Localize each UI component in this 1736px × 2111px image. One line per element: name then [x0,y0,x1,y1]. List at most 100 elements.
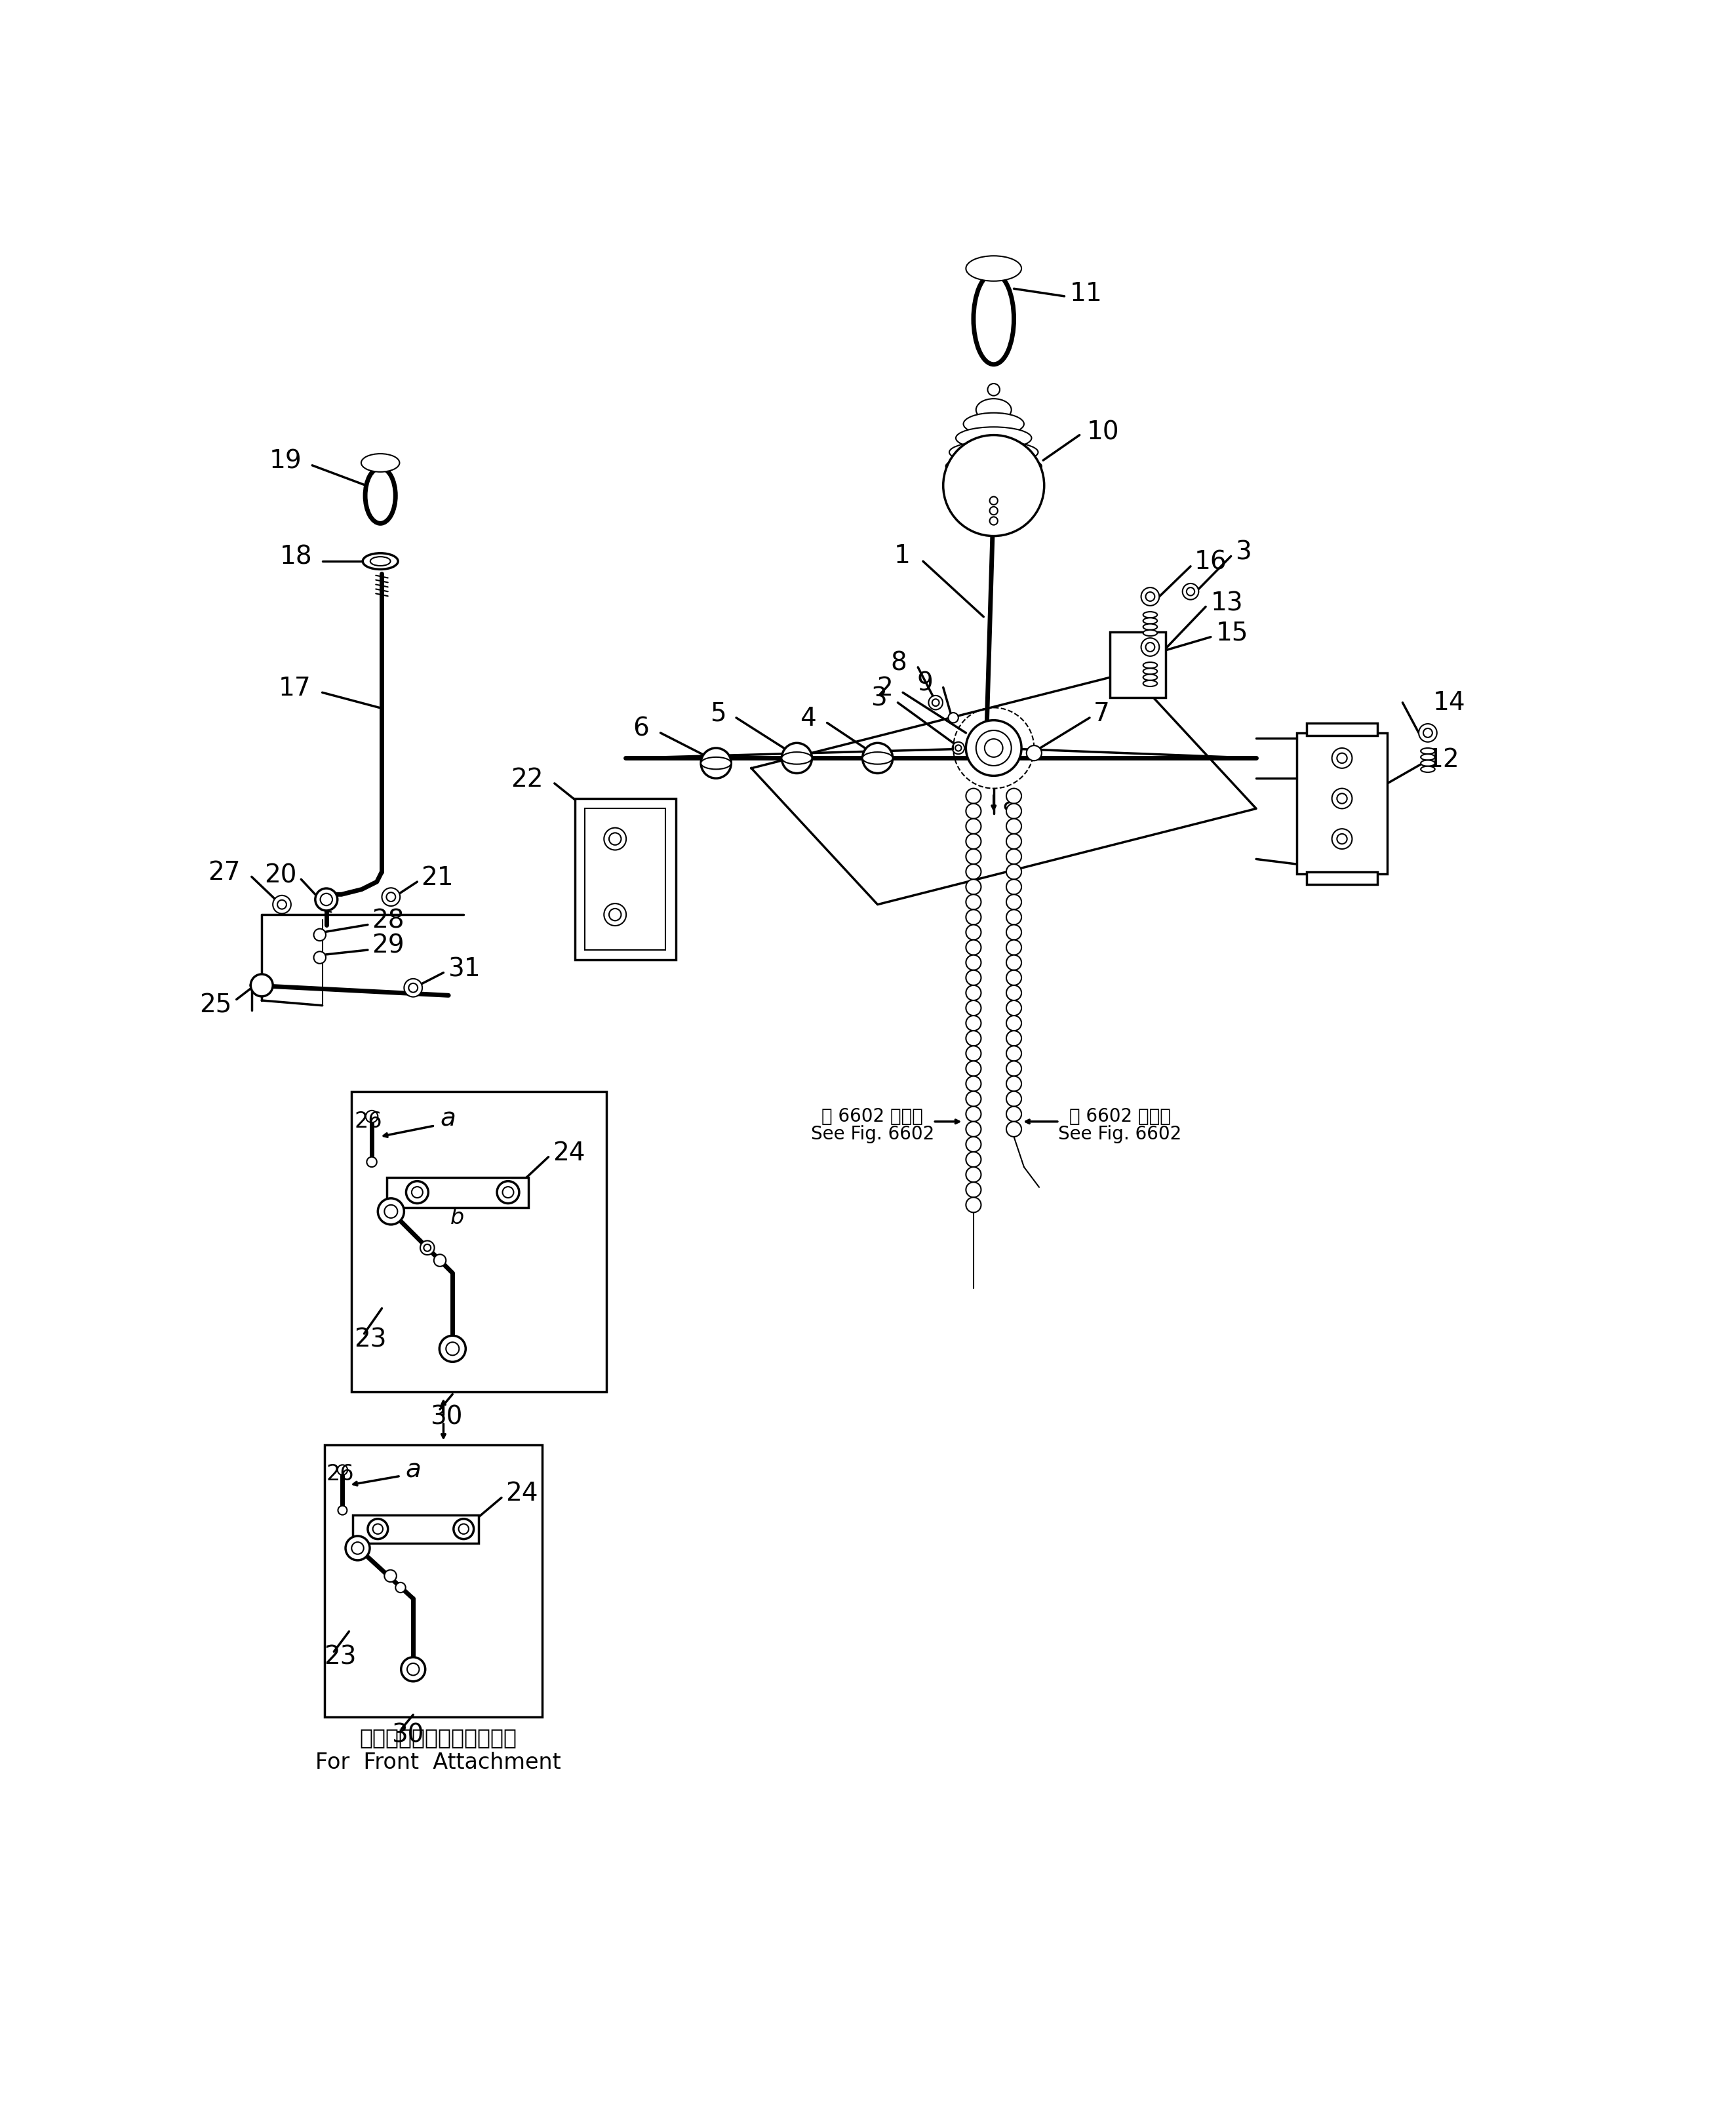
Text: 17: 17 [278,676,311,701]
Text: 10: 10 [1087,420,1120,445]
Circle shape [1007,954,1021,971]
Circle shape [965,910,981,925]
Circle shape [1007,925,1021,939]
Circle shape [965,1001,981,1015]
Ellipse shape [974,274,1014,365]
Circle shape [932,699,939,705]
Circle shape [337,1465,347,1476]
Circle shape [965,1030,981,1045]
Circle shape [1332,747,1352,768]
Circle shape [314,952,326,963]
Circle shape [1332,830,1352,849]
Circle shape [1141,587,1160,606]
Bar [1109,631,1165,697]
Circle shape [965,720,1021,777]
Circle shape [1007,1106,1021,1121]
Circle shape [366,1110,378,1123]
Circle shape [965,834,981,849]
Circle shape [1146,591,1154,602]
Text: 25: 25 [200,992,231,1018]
Circle shape [1007,939,1021,954]
Text: 23: 23 [325,1644,356,1670]
Circle shape [965,1153,981,1167]
Text: a: a [439,1106,455,1131]
Text: 4: 4 [800,707,816,730]
Ellipse shape [701,758,731,768]
Text: 12: 12 [1427,747,1460,773]
Circle shape [382,889,399,906]
Circle shape [401,1657,425,1682]
Circle shape [319,893,332,906]
Circle shape [1182,583,1198,600]
Ellipse shape [944,469,1043,492]
Ellipse shape [1142,669,1158,673]
Circle shape [1337,834,1347,844]
Ellipse shape [361,454,399,473]
Bar [585,809,665,950]
Circle shape [948,714,958,722]
Circle shape [990,496,998,505]
Bar [1307,722,1377,735]
Ellipse shape [965,255,1021,281]
Circle shape [453,1520,474,1539]
Circle shape [366,1157,377,1167]
Circle shape [604,828,627,851]
Circle shape [1332,787,1352,809]
Text: 18: 18 [279,545,312,570]
Bar [352,1516,479,1543]
Bar [325,1444,542,1716]
Circle shape [965,819,981,834]
Circle shape [863,743,892,773]
Ellipse shape [976,399,1012,420]
Text: 30: 30 [391,1723,424,1748]
Text: 2: 2 [877,676,892,701]
Text: b: b [450,1207,464,1229]
Circle shape [965,895,981,910]
Text: 8: 8 [891,650,906,676]
Text: 15: 15 [1215,621,1248,646]
Ellipse shape [946,456,1042,477]
Circle shape [965,787,981,804]
Text: 3: 3 [870,686,887,711]
Circle shape [1141,638,1160,657]
Circle shape [387,893,396,901]
Circle shape [273,895,292,914]
Text: 31: 31 [448,956,481,982]
Circle shape [965,971,981,986]
Circle shape [929,695,943,709]
Circle shape [990,507,998,515]
Circle shape [1424,728,1432,737]
Text: 26: 26 [354,1110,382,1131]
Circle shape [420,1241,434,1254]
Circle shape [345,1537,370,1560]
Text: 9: 9 [917,671,934,697]
Ellipse shape [957,426,1031,450]
Circle shape [965,925,981,939]
Ellipse shape [365,469,396,524]
Circle shape [434,1254,446,1267]
Ellipse shape [1420,766,1436,773]
Circle shape [314,929,326,942]
Circle shape [1007,1062,1021,1077]
Text: 20: 20 [264,863,297,889]
Circle shape [965,804,981,819]
Text: See Fig. 6602: See Fig. 6602 [811,1125,934,1144]
Text: 14: 14 [1432,690,1465,716]
Circle shape [1007,804,1021,819]
Bar [1297,733,1387,874]
Ellipse shape [963,414,1024,435]
Ellipse shape [781,752,812,764]
Text: 23: 23 [354,1328,387,1353]
Ellipse shape [370,557,391,566]
Circle shape [965,880,981,895]
Circle shape [976,730,1012,766]
Circle shape [1007,863,1021,880]
Text: 第 6602 回参照: 第 6602 回参照 [1069,1108,1170,1125]
Circle shape [1026,745,1042,760]
Bar [575,798,675,961]
Circle shape [1007,880,1021,895]
Circle shape [953,741,965,754]
Circle shape [965,1062,981,1077]
Text: a: a [1003,792,1019,817]
Text: See Fig. 6602: See Fig. 6602 [1059,1125,1182,1144]
